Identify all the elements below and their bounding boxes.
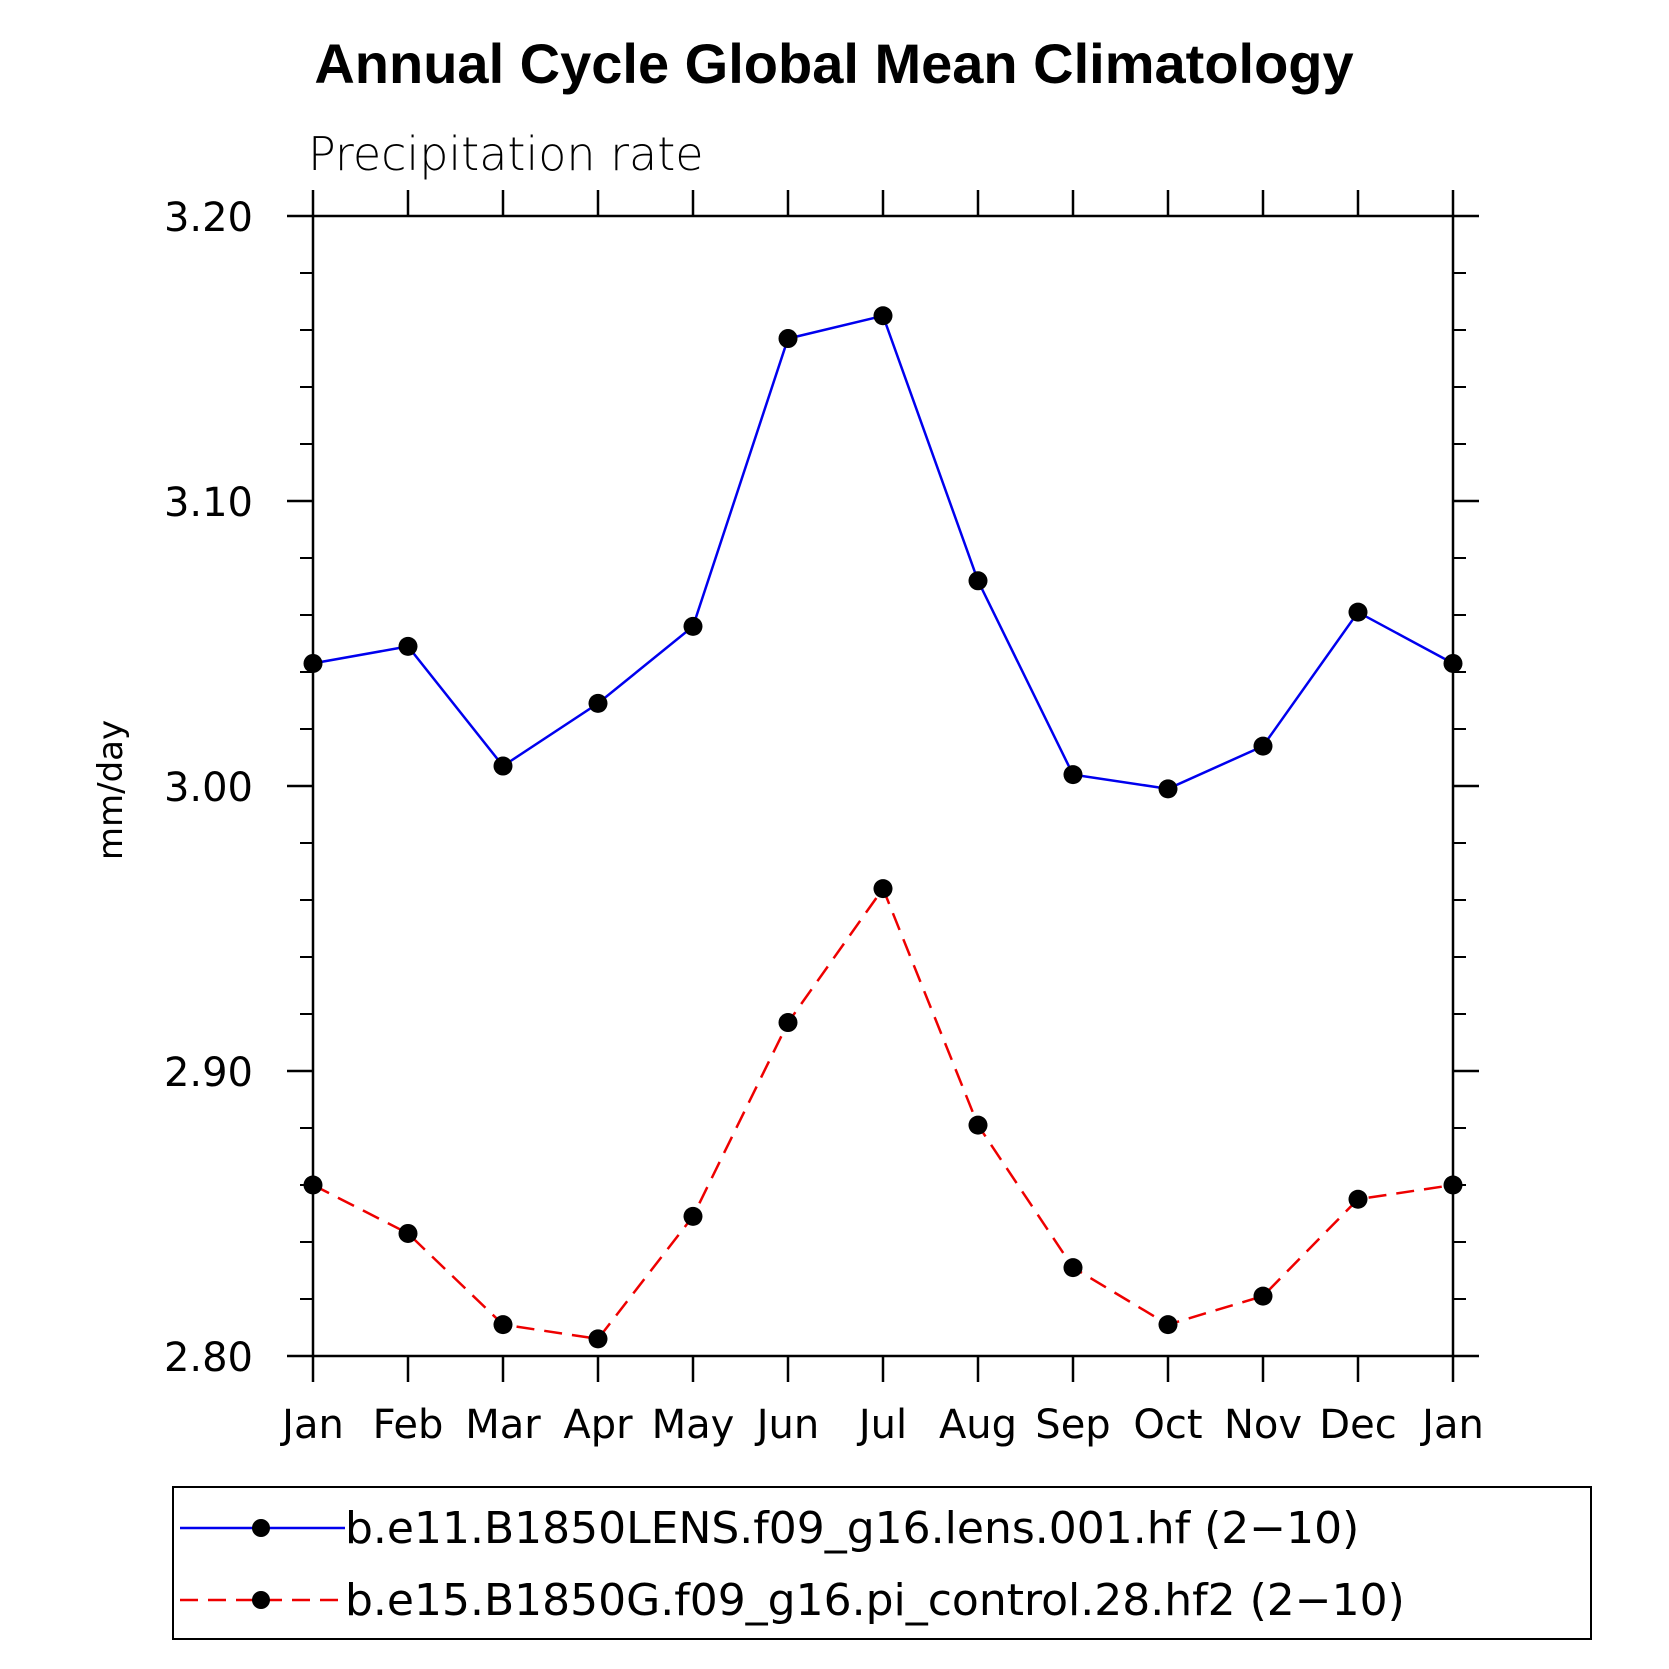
y-tick-label: 2.90 bbox=[164, 1050, 253, 1096]
series-2-point bbox=[493, 1315, 513, 1335]
legend-label-series-2: b.e15.B1850G.f09_g16.pi_control.28.hf2 (… bbox=[345, 1575, 1405, 1626]
series-2-point bbox=[683, 1206, 703, 1226]
series-1-point bbox=[1348, 602, 1368, 622]
chart-title: Annual Cycle Global Mean Climatology bbox=[314, 32, 1353, 95]
x-tick-label: May bbox=[652, 1402, 735, 1448]
x-tick-label: Sep bbox=[1035, 1402, 1110, 1448]
legend-marker-series-1 bbox=[252, 1519, 270, 1537]
x-tick-label: Feb bbox=[373, 1402, 444, 1448]
series-2-point bbox=[588, 1329, 608, 1349]
series-1-point bbox=[1063, 765, 1083, 785]
series-1-point bbox=[873, 306, 893, 326]
x-tick-label: Oct bbox=[1133, 1402, 1202, 1448]
series-2-point bbox=[873, 879, 893, 899]
legend-label-series-1: b.e11.B1850LENS.f09_g16.lens.001.hf (2−1… bbox=[345, 1503, 1359, 1554]
series-line-1 bbox=[312, 314, 1454, 791]
chart-subtitle: Precipitation rate bbox=[308, 127, 704, 181]
series-1-point bbox=[1158, 779, 1178, 799]
series-2-point bbox=[1253, 1286, 1273, 1306]
series-1-point bbox=[683, 616, 703, 636]
series-1-point bbox=[493, 756, 513, 776]
plot-frame bbox=[311, 214, 1455, 1358]
series-2-point bbox=[778, 1013, 798, 1033]
y-tick-label: 3.10 bbox=[164, 480, 253, 526]
legend: b.e11.B1850LENS.f09_g16.lens.001.hf (2−1… bbox=[172, 1486, 1592, 1640]
series-2-point bbox=[398, 1223, 418, 1243]
x-tick-label: Apr bbox=[563, 1402, 633, 1448]
x-tick-label: Jan bbox=[1419, 1402, 1484, 1448]
series-1-point bbox=[968, 571, 988, 591]
x-tick-label: Aug bbox=[939, 1402, 1017, 1448]
x-tick-label: Mar bbox=[465, 1402, 541, 1448]
x-tick-label: Jan bbox=[279, 1402, 344, 1448]
series-line-2 bbox=[312, 886, 1454, 1341]
series-1-point bbox=[588, 693, 608, 713]
y-tick-label: 3.00 bbox=[164, 765, 253, 811]
series-2-point bbox=[1158, 1315, 1178, 1335]
y-tick-label: 2.80 bbox=[164, 1335, 253, 1381]
x-tick-label: Jul bbox=[856, 1402, 907, 1448]
y-tick-label: 3.20 bbox=[164, 195, 253, 241]
legend-box bbox=[172, 1486, 1592, 1640]
series-1-point bbox=[778, 329, 798, 349]
legend-marker-series-2 bbox=[252, 1591, 270, 1609]
x-tick-label: Jun bbox=[754, 1402, 820, 1448]
series-2-point bbox=[1063, 1258, 1083, 1278]
series-2-point bbox=[1348, 1189, 1368, 1209]
x-tick-label: Nov bbox=[1224, 1402, 1302, 1448]
series-1-point bbox=[398, 636, 418, 656]
series-1-point bbox=[1253, 736, 1273, 756]
y-axis-label: mm/day bbox=[91, 720, 131, 860]
x-tick-label: Dec bbox=[1319, 1402, 1396, 1448]
series-2-point bbox=[968, 1115, 988, 1135]
